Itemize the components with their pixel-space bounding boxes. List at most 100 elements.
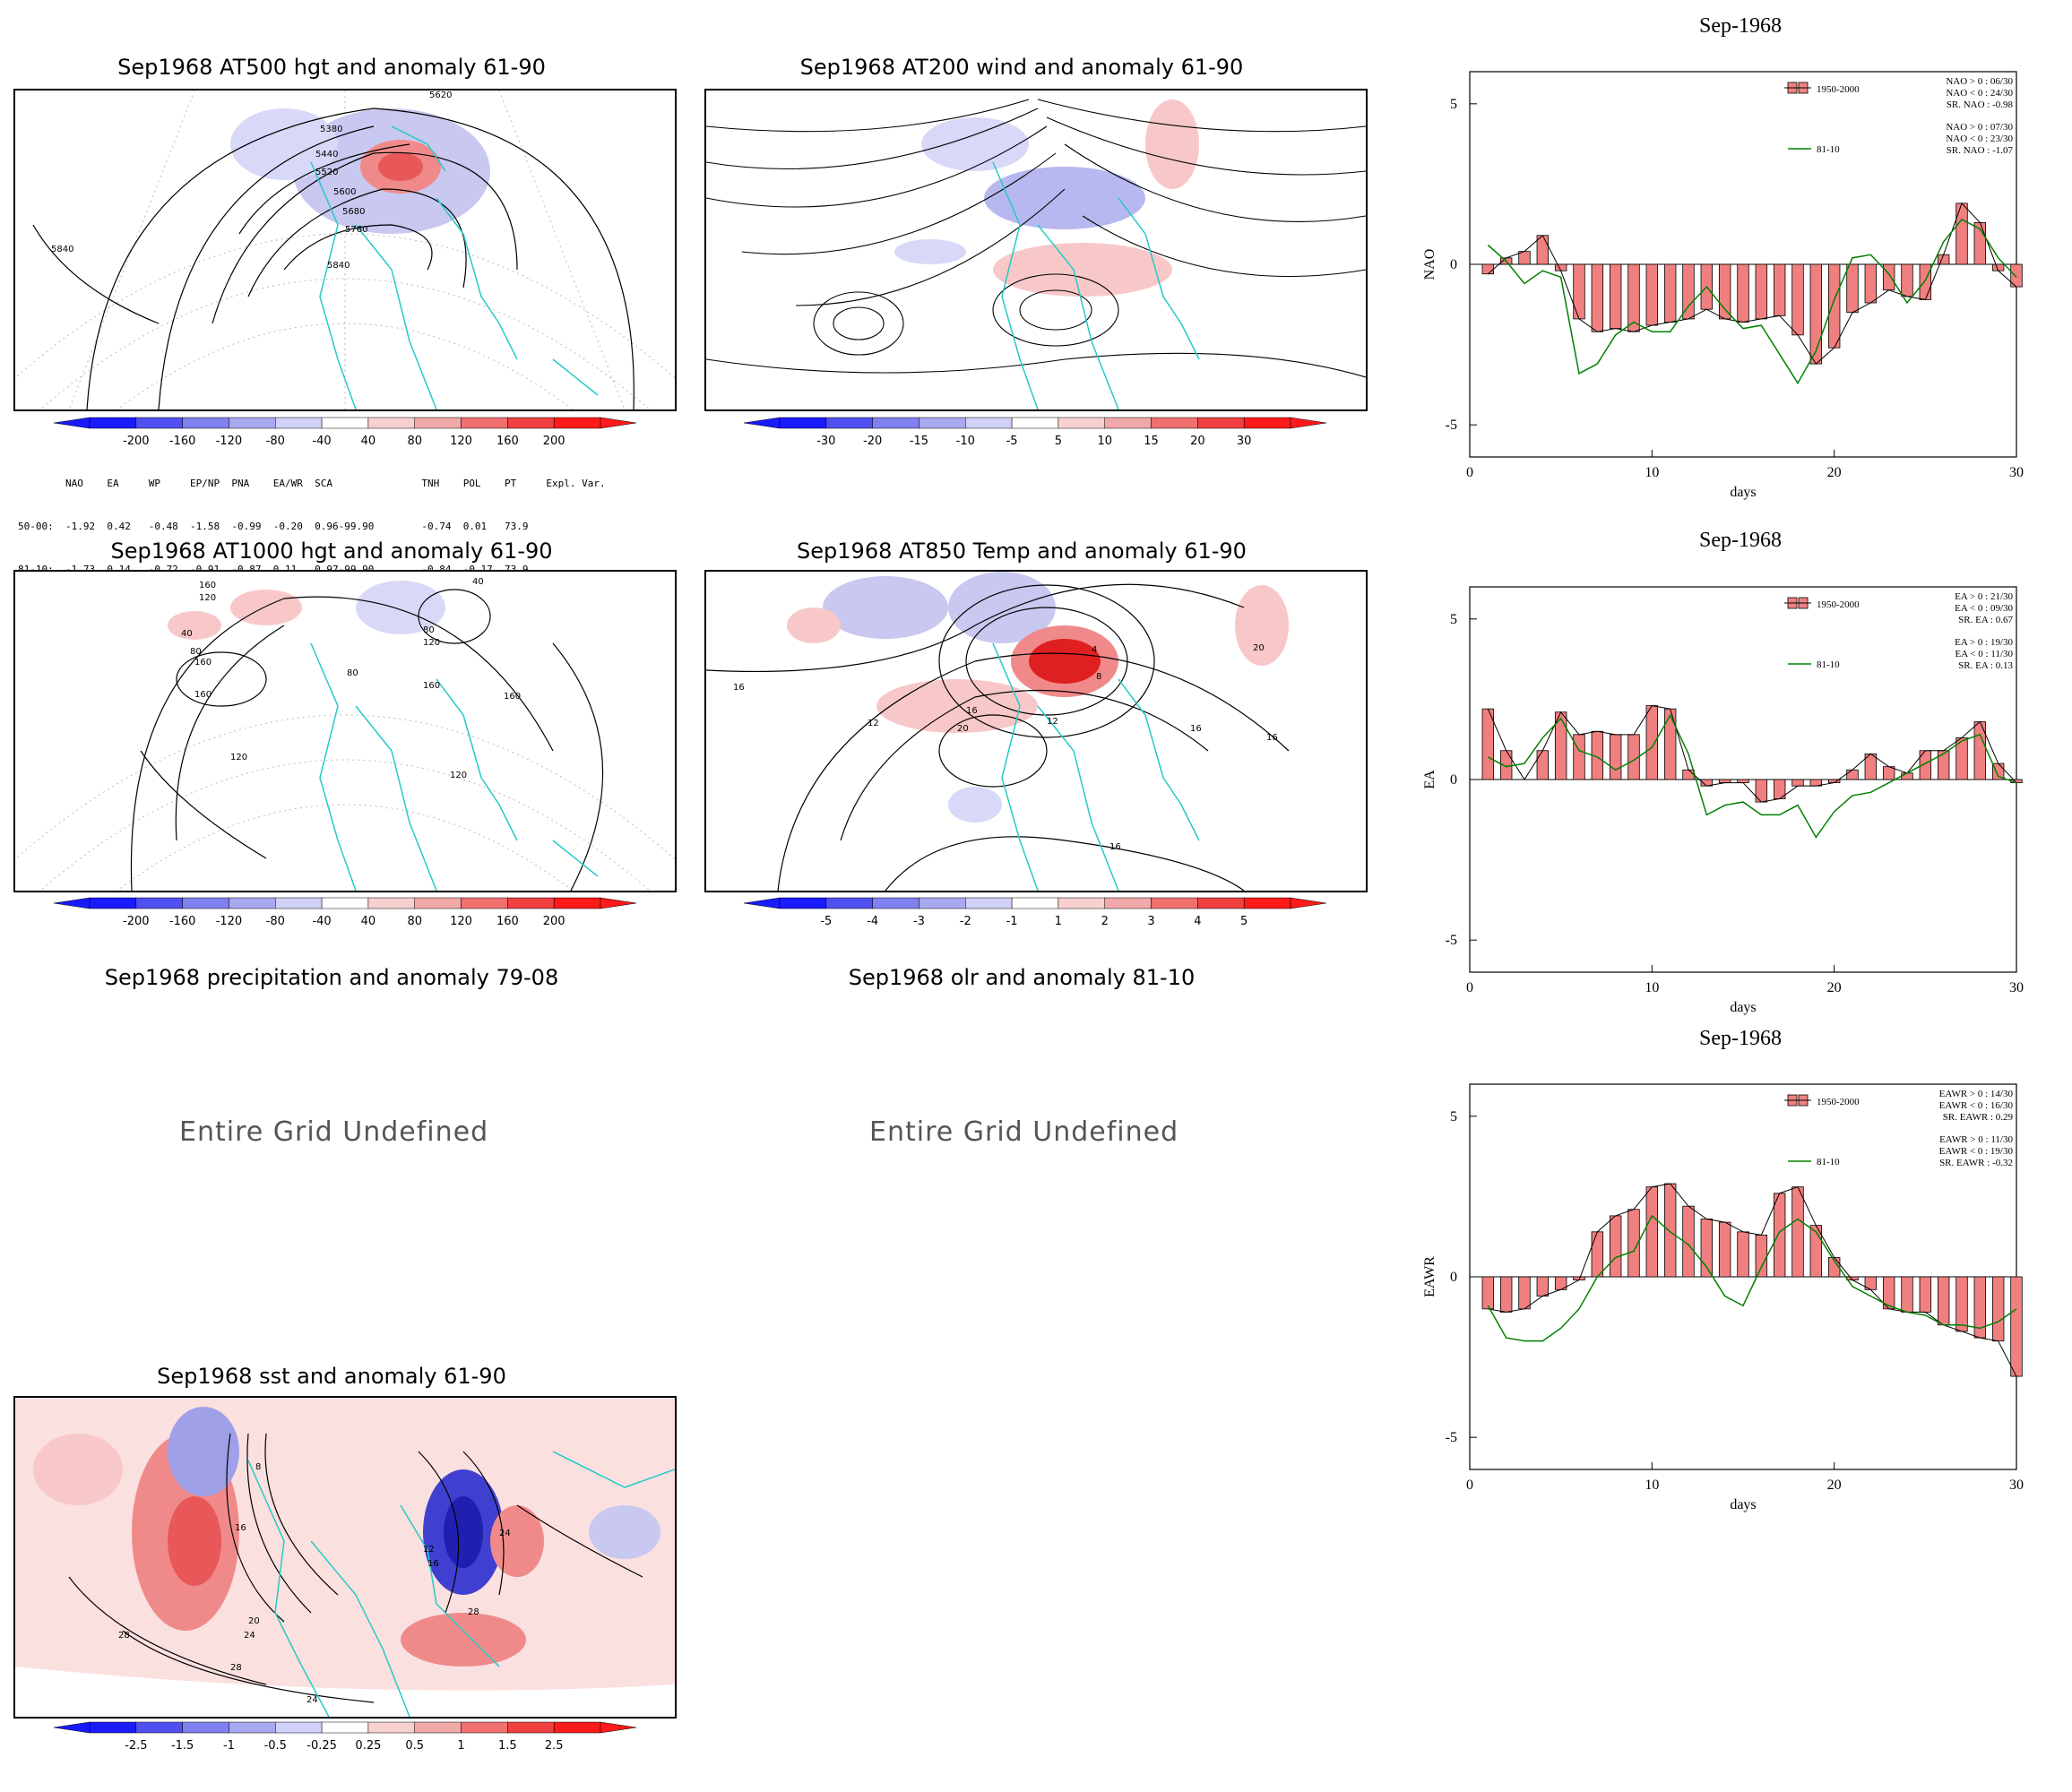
colorbar-label: 1	[457, 1739, 464, 1753]
colorbar-swatch	[553, 897, 601, 909]
colorbar-swatch	[367, 1721, 415, 1734]
bar	[1663, 708, 1677, 780]
bar	[1882, 263, 1895, 291]
stat-label: EAWR > 0 : 14/30	[1939, 1089, 2014, 1099]
contour-label: 16	[1266, 733, 1278, 743]
y-tick-label: -5	[1446, 1430, 1457, 1445]
ts-chart-ea: 5 0 -5 0 10 20 30 days EA 1950-2000 81-10 EA > 0 : …	[1398, 578, 2025, 1044]
colorbar-swatch	[321, 897, 369, 909]
colorbar-svg: -200 -160 -120 -80 -40 40 80 120 160 200	[54, 417, 636, 448]
contour-label: 12	[868, 719, 879, 728]
bar	[1773, 263, 1786, 316]
bar	[1955, 1276, 1968, 1332]
stat-label: EAWR > 0 : 11/30	[1939, 1134, 2013, 1145]
colorbar-label: -20	[863, 435, 882, 448]
bar	[1645, 263, 1659, 326]
bar	[1773, 1193, 1786, 1278]
bar	[1645, 705, 1659, 780]
contour-label: 5680	[342, 207, 365, 217]
stat-label: EA > 0 : 19/30	[1955, 637, 2013, 648]
colorbar-swatch	[321, 417, 369, 429]
colorbar-swatch	[182, 417, 229, 429]
colorbar-svg: -2.5 -1.5 -1 -0.5 -0.25 0.25 0.5 1 1.5 2.5	[54, 1721, 636, 1753]
bar	[1901, 263, 1913, 297]
colorbar-label: -200	[123, 915, 150, 928]
x-tick-label: 20	[1827, 465, 1842, 480]
contour-label: 12	[423, 1545, 435, 1555]
bar	[1937, 254, 1950, 265]
contour-label: 28	[468, 1607, 479, 1617]
colorbar-swatch	[135, 897, 183, 909]
ts-title-nao: Sep-1968	[1699, 14, 1782, 38]
colorbar-label: -2	[960, 915, 971, 928]
colorbar-swatch	[461, 417, 508, 429]
legend-label: 1950-2000	[1817, 84, 1860, 95]
map-at500-plot: 5380 5440 5520 5600 5680 5760 5840 5840 …	[15, 90, 675, 409]
colorbar-label: 15	[1144, 435, 1159, 448]
legend-label: 81-10	[1817, 1157, 1840, 1167]
colorbar-swatch	[825, 897, 873, 909]
colorbar-swatch	[461, 1721, 508, 1734]
bar	[1937, 750, 1950, 780]
colorbar-label: 160	[496, 915, 519, 928]
colorbar-arrow-high	[600, 417, 636, 429]
contour-label: 160	[423, 681, 440, 691]
contour-label: 5840	[327, 261, 350, 271]
colorbar-arrow-low	[54, 1721, 91, 1734]
colorbar-label: 5	[1240, 915, 1248, 928]
bar	[1755, 1235, 1768, 1278]
stat-label: EAWR < 0 : 19/30	[1939, 1146, 2014, 1157]
colorbar-swatch	[872, 897, 919, 909]
y-tick-label: 5	[1450, 1109, 1457, 1124]
contour-label: 40	[472, 577, 484, 587]
bar	[1499, 1276, 1513, 1313]
map-sst: 28 24 20 16 28 24 28 24 12 16 8	[13, 1396, 677, 1719]
series-line-81-10	[1487, 713, 2017, 839]
contour-label: 160	[194, 658, 212, 668]
bar	[1536, 1276, 1550, 1297]
ts-chart-nao: 5 0 -5 0 10 20 30 days NAO 1950-2000 81-10 NAO > 0 …	[1398, 63, 2025, 529]
colorbar-label: -5	[820, 915, 832, 928]
contour-label: 80	[347, 668, 358, 678]
bar	[1663, 1183, 1677, 1278]
bar	[1481, 708, 1495, 780]
series-line-81-10	[1487, 1214, 2017, 1342]
map-sst-plot: 28 24 20 16 28 24 28 24 12 16 8	[15, 1398, 675, 1717]
bar	[1682, 769, 1695, 780]
colorbar-label: 20	[1190, 435, 1205, 448]
colorbar-label: 80	[407, 915, 422, 928]
bar	[1718, 779, 1731, 783]
colorbar-swatch	[507, 417, 555, 429]
colorbar-arrow-low	[744, 417, 781, 429]
bar	[1846, 263, 1859, 314]
y-axis-label: NAO	[1422, 249, 1437, 280]
contour-label: 120	[230, 753, 247, 762]
contour-label: 20	[248, 1616, 260, 1626]
bar	[1755, 263, 1768, 320]
colorbar-swatch	[779, 897, 827, 909]
bar	[1991, 1276, 2005, 1342]
ts-svg: 5 0 -5 0 10 20 30 days NAO 1950-2000 81-10 NAO > 0 …	[1422, 71, 2024, 500]
contour-label: 120	[199, 593, 216, 603]
y-tick-label: 0	[1450, 772, 1457, 788]
colorbar-swatch	[89, 1721, 137, 1734]
colorbar-label: -4	[867, 915, 878, 928]
colorbar-swatch	[367, 897, 415, 909]
bar	[1901, 772, 1913, 780]
colorbar-swatch	[367, 417, 415, 429]
colorbar-label: -10	[956, 435, 975, 448]
colorbar-label: -1.5	[171, 1739, 194, 1753]
contour-label: 40	[181, 629, 193, 639]
x-tick-label: 30	[2009, 980, 2024, 995]
contour-label: 28	[118, 1631, 130, 1641]
contour-label: 120	[423, 638, 440, 648]
colorbar-swatch	[89, 417, 137, 429]
colorbar-sst: -2.5 -1.5 -1 -0.5 -0.25 0.25 0.5 1 1.5 2.5	[54, 1719, 636, 1754]
stat-label: EA > 0 : 21/30	[1955, 591, 2013, 602]
stat-label: NAO > 0 : 07/30	[1946, 122, 2013, 133]
stat-label: EA < 0 : 09/30	[1955, 603, 2013, 614]
colorbar-swatch	[461, 897, 508, 909]
colorbar-swatch	[1058, 897, 1105, 909]
bar	[1791, 263, 1804, 336]
colorbar-label: -3	[913, 915, 925, 928]
